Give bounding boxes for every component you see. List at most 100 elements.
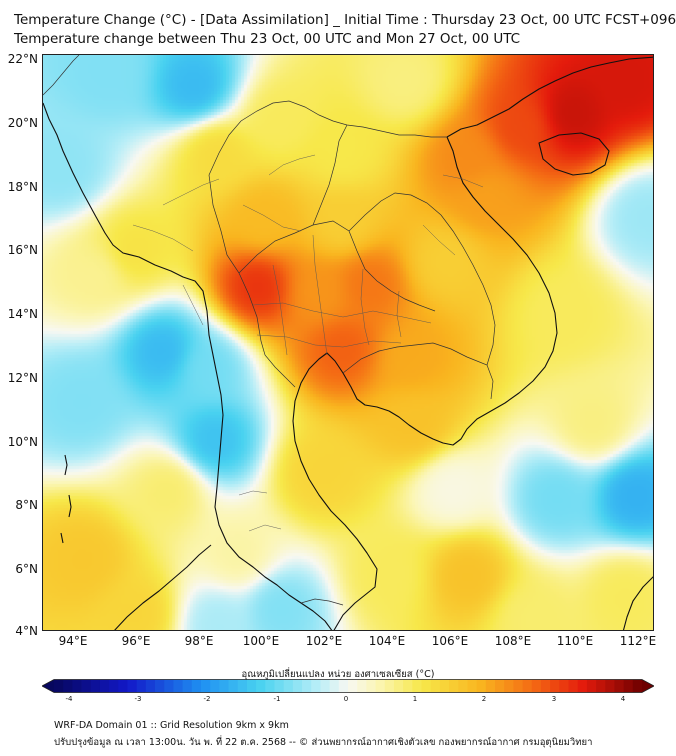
colorbar-cell [531,679,542,693]
colorbar-tick-4: 4 [620,695,626,703]
colorbar-tick-3: 3 [551,695,557,703]
lon-label-106: 106°E [431,634,469,648]
colorbar-min-extend [42,679,54,693]
colorbar-cell [421,679,432,693]
colorbar-tick-neg2: -2 [203,695,211,703]
lon-label-110: 110°E [556,634,594,648]
colorbar-cell [495,679,505,693]
lat-label-22: 22°N [7,52,38,66]
colorbar-tick-1: 1 [412,695,418,703]
colorbar-cell [99,679,110,693]
footer-update-info: ปรับปรุงข้อมูล ณ เวลา 13:00น. วัน พ. ที่… [54,737,593,748]
colorbar-cell [237,679,248,693]
colorbar-cell [513,679,523,693]
colorbar-cell [136,679,147,693]
footer-model-info: WRF-DA Domain 01 :: Grid Resolution 9km … [54,720,289,731]
lat-label-16: 16°N [7,243,38,257]
colorbar-cell [605,679,615,693]
colorbar-cell [246,679,257,693]
colorbar-cell [72,679,82,693]
colorbar-cell [283,679,294,693]
colorbar [42,679,654,693]
lon-label-112: 112°E [619,634,657,648]
colorbar-cell [586,679,597,693]
colorbar-cell [90,679,101,693]
coastline-china [446,56,653,138]
lon-label-96: 96°E [121,634,151,648]
colorbar-cell [274,679,285,693]
lat-label-18: 18°N [7,180,38,194]
colorbar-tick-neg1: -1 [273,695,281,703]
lat-label-20: 20°N [7,116,38,130]
colorbar-cell [403,679,413,693]
colorbar-cell [393,679,404,693]
colorbar-cell [81,679,92,693]
colorbar-cell [439,679,450,693]
border-laos-vietnam [348,192,496,366]
sumatra [114,544,212,630]
lon-label-102: 102°E [305,634,343,648]
colorbar-cell [568,679,579,693]
colorbar-cell [201,679,211,693]
colorbar-cell [164,679,174,693]
colorbar-cell [145,679,156,693]
colorbar-cell [384,679,395,693]
colorbar-cell [54,679,64,693]
colorbar-cell [118,679,128,693]
colorbar-cell [614,679,625,693]
colorbar-cell [63,679,73,693]
colorbar-cell [173,679,184,693]
colorbar-cell [302,679,312,693]
map-subtitle: Temperature change between Thu 23 Oct, 0… [14,31,521,47]
lat-label-10: 10°N [7,435,38,449]
colorbar-cell [256,679,266,693]
lat-label-12: 12°N [7,371,38,385]
colorbar-cell [476,679,487,693]
colorbar-cell [357,679,367,693]
colorbar-cell [338,679,349,693]
colorbar-cell [320,679,331,693]
lon-label-100: 100°E [242,634,280,648]
colorbar-cell [412,679,422,693]
border-india-myanmar [43,55,80,96]
colorbar-cell [540,679,551,693]
colorbar-tick-neg3: -3 [134,695,142,703]
colorbar-cell [219,679,229,693]
colorbar-cell [127,679,138,693]
colorbar-cell [504,679,514,693]
colorbar-cell [559,679,569,693]
colorbar-cell [623,679,634,693]
border-cambodia [342,342,494,400]
hainan-island [538,132,610,176]
coastline-west [43,102,333,630]
lat-label-6: 6°N [15,562,38,576]
colorbar-cell [596,679,606,693]
colorbar-cell [311,679,321,693]
colorbar-cell [109,679,119,693]
colorbar-cell [329,679,340,693]
lon-label-108: 108°E [494,634,532,648]
border-thailand-laos [238,220,436,312]
colorbar-cell [375,679,386,693]
border-malaysia [300,598,344,606]
colorbar-cell [182,679,193,693]
border-myanmar-thailand [208,174,296,388]
colorbar-cell [191,679,202,693]
lat-label-4: 4°N [15,624,38,638]
colorbar-max-extend [642,679,654,693]
colorbar-cell [155,679,165,693]
colorbar-cell [265,679,275,693]
border-china [208,100,447,176]
colorbar-cell [292,679,303,693]
lat-label-14: 14°N [7,307,38,321]
colorbar-cell [485,679,496,693]
colorbar-cell [577,679,588,693]
colorbar-cell [366,679,376,693]
map-title: Temperature Change (°C) - [Data Assimila… [14,12,676,28]
colorbar-cell [632,679,643,693]
temperature-field [43,55,653,630]
colorbar-tick-neg4: -4 [65,695,73,703]
colorbar-cell [467,679,478,693]
coastline-gulf [292,136,558,630]
colorbar-tick-0: 0 [343,695,349,703]
